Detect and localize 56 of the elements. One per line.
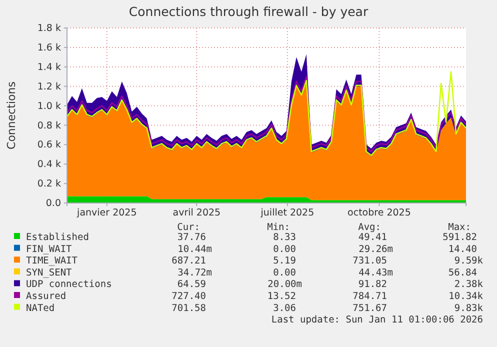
text: 44.43m bbox=[358, 267, 394, 278]
y-tick-label: 1.0 k bbox=[37, 100, 62, 112]
legend-label: NATed bbox=[26, 302, 55, 314]
text: 91.82 bbox=[358, 279, 387, 290]
text: 49.41 bbox=[358, 232, 388, 243]
text: Cur: bbox=[177, 222, 200, 233]
legend-label: SYN_SENT bbox=[26, 267, 72, 278]
y-tick-label: 1.4 k bbox=[37, 62, 62, 73]
text: 751.67 bbox=[352, 302, 387, 314]
legend-label: UDP connections bbox=[26, 279, 112, 290]
text: 591.82 bbox=[442, 232, 477, 243]
text: 5.19 bbox=[273, 256, 296, 267]
text: 784.71 bbox=[352, 291, 388, 302]
text: 13.52 bbox=[267, 291, 296, 302]
y-axis-title: Connections bbox=[5, 81, 18, 150]
y-tick-label: 0.4 k bbox=[37, 159, 62, 170]
text: 56.84 bbox=[448, 267, 478, 278]
text: 731.05 bbox=[352, 256, 387, 267]
y-tick-label: 1.2 k bbox=[37, 81, 62, 92]
text: 0.00 bbox=[273, 267, 296, 278]
y-tick-label: 1.6 k bbox=[37, 42, 62, 54]
text: 9.83k bbox=[454, 302, 484, 314]
text: 0.00 bbox=[273, 244, 296, 255]
text: 3.06 bbox=[273, 302, 296, 314]
text: 64.59 bbox=[177, 279, 206, 290]
text: Last update: Sun Jan 11 01:00:06 2026 bbox=[271, 314, 484, 326]
text: Min: bbox=[267, 222, 290, 233]
legend-label: Assured bbox=[26, 291, 66, 302]
legend-label: TIME_WAIT bbox=[26, 256, 78, 267]
text: 10.44m bbox=[178, 244, 212, 255]
text: 14.40 bbox=[448, 244, 478, 255]
text: 701.58 bbox=[172, 302, 206, 314]
x-tick-label: janvier 2025 bbox=[76, 208, 137, 219]
text: 29.26m bbox=[358, 244, 394, 255]
y-tick-label: 0.6 k bbox=[37, 140, 62, 151]
text: 37.76 bbox=[177, 232, 206, 243]
text: 20.00m bbox=[268, 279, 302, 290]
legend-label: FIN_WAIT bbox=[26, 244, 72, 255]
text: 8.33 bbox=[273, 232, 296, 243]
x-tick-label: avril 2025 bbox=[172, 208, 221, 219]
x-tick-label: juillet 2025 bbox=[260, 208, 314, 219]
text: 727.40 bbox=[172, 291, 206, 302]
text: 687.21 bbox=[172, 256, 206, 267]
legend-label: Established bbox=[26, 232, 89, 243]
y-tick-label: 0.8 k bbox=[37, 120, 62, 132]
text: 9.59k bbox=[454, 256, 484, 267]
chart-title: Connections through firewall - by year bbox=[128, 4, 369, 19]
text: Avg: bbox=[358, 222, 381, 233]
text: 34.72m bbox=[178, 267, 212, 278]
y-tick-label: 1.8 k bbox=[37, 23, 62, 34]
text: Max: bbox=[448, 222, 471, 233]
y-tick-label: 0.2 k bbox=[37, 178, 62, 190]
y-tick-label: 0.0 bbox=[46, 198, 61, 210]
text: 10.34k bbox=[448, 291, 484, 302]
x-tick-label: octobre 2025 bbox=[348, 208, 411, 219]
text: 2.38k bbox=[454, 279, 484, 290]
